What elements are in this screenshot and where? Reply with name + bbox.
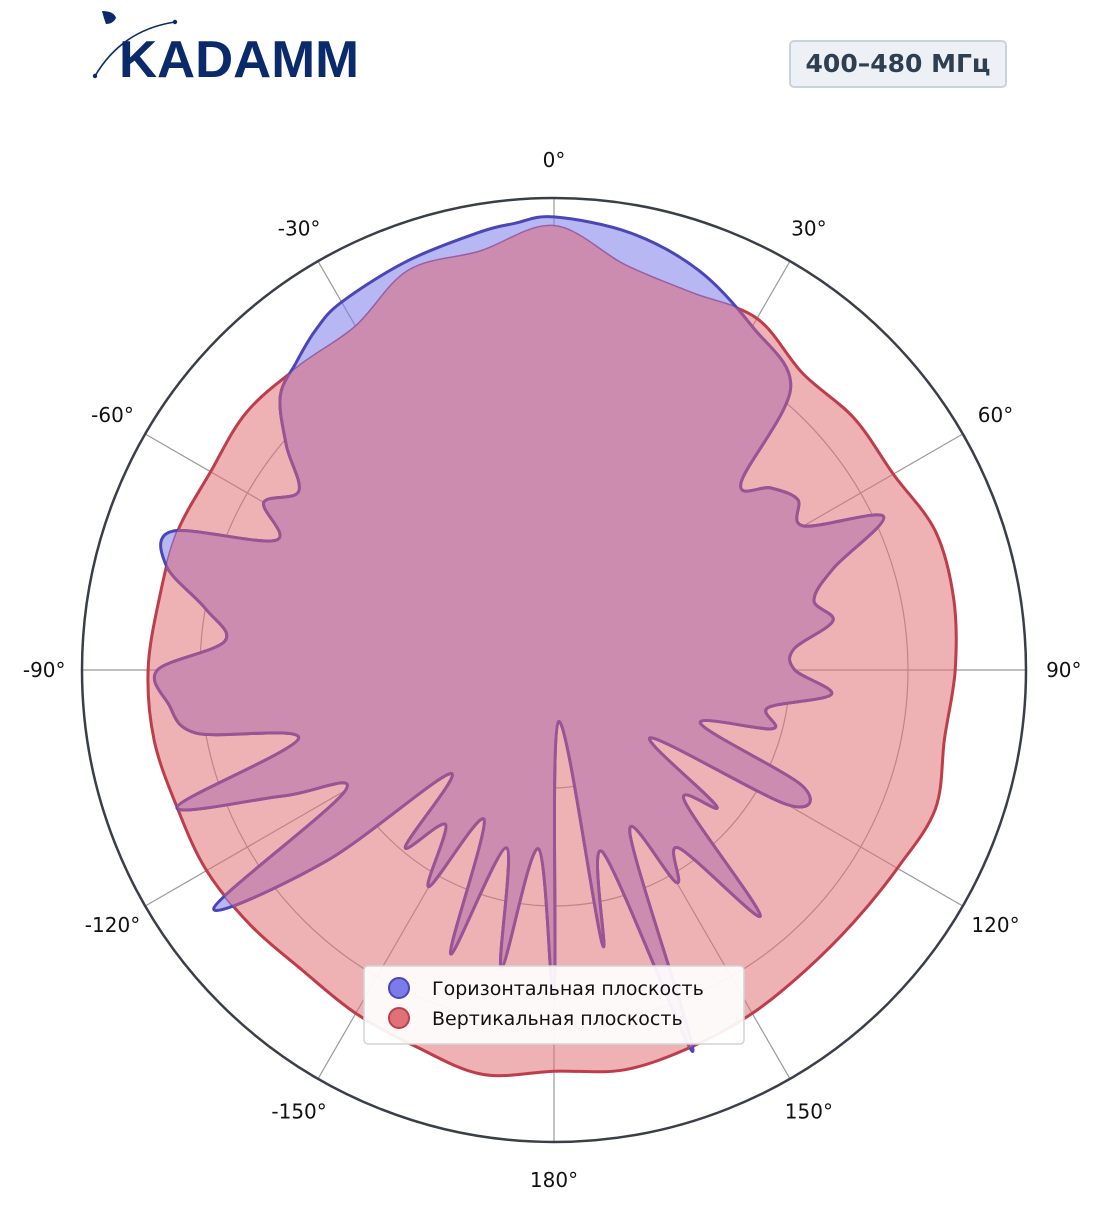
angle-tick-label: -90° [23, 658, 66, 682]
angle-tick-label: -60° [91, 403, 134, 427]
legend-marker-horizontal [388, 977, 410, 999]
legend-box [363, 965, 745, 1045]
angle-tick-label: -120° [85, 913, 140, 937]
outer-ring [80, 196, 1028, 1144]
logo-mark-icon [102, 11, 116, 24]
angle-tick-label: 150° [785, 1100, 833, 1124]
angle-tick-label: -30° [278, 217, 321, 241]
angle-tick-label: 180° [530, 1168, 578, 1192]
legend-label-vertical: Вертикальная плоскость [432, 1008, 683, 1030]
logo-dot-icon [172, 19, 178, 25]
angle-tick-label: 60° [978, 403, 1013, 427]
legend-label-horizontal: Горизонтальная плоскость [432, 978, 704, 1000]
frequency-band-badge: 400–480 МГц [789, 40, 1007, 88]
kadamm-logo-graphic: KADAMM [92, 11, 359, 89]
series-overlap-area [154, 226, 884, 1052]
angle-tick-label: 120° [971, 913, 1019, 937]
axis-layer: 0° 30° 60° 90° 120° 150° 180° -150° -120° -90° -60… [23, 148, 1082, 1192]
logo-dot-icon [92, 73, 98, 79]
angle-tick-label: 30° [791, 217, 826, 241]
angle-tick-label: 0° [543, 148, 566, 172]
logo-arc-icon [94, 21, 176, 77]
angle-tick-label: 90° [1046, 658, 1081, 682]
kadamm-logo: KADAMM [92, 8, 362, 89]
angle-tick-label: -150° [271, 1100, 326, 1124]
legend: Горизонтальная плоскость Вертикальная пл… [363, 965, 745, 1045]
series-layer [146, 215, 958, 1078]
legend-marker-vertical [388, 1007, 410, 1029]
logo-text: KADAMM [119, 31, 359, 84]
